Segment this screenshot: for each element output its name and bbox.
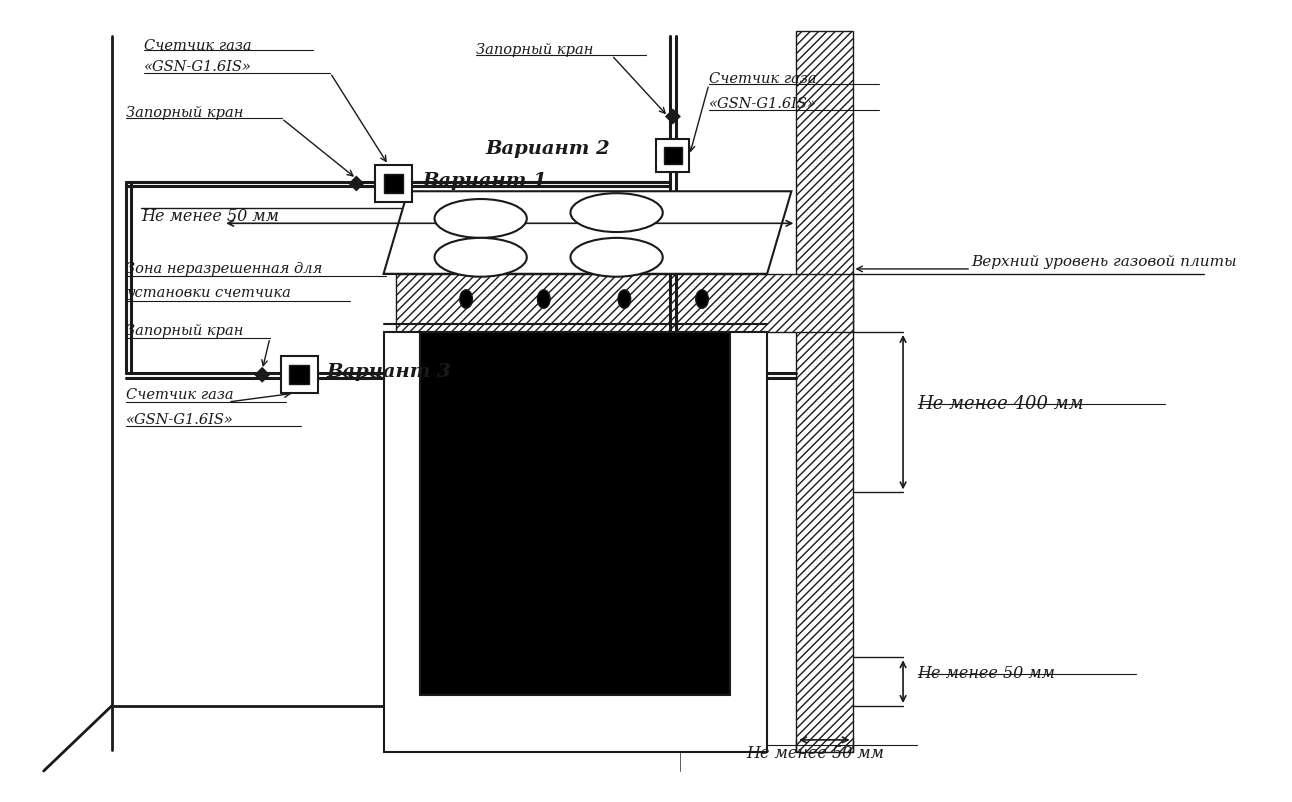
Text: Запорный кран: Запорный кран [127, 324, 244, 338]
Bar [656, 139, 690, 172]
Bar [289, 365, 309, 384]
Ellipse shape [571, 238, 663, 277]
Bar [664, 147, 681, 164]
Ellipse shape [696, 290, 708, 308]
Text: установки счетчика: установки счетчика [127, 286, 291, 301]
Ellipse shape [434, 238, 527, 277]
Bar [375, 165, 412, 202]
Bar [384, 174, 403, 193]
Text: Не менее 50 мм: Не менее 50 мм [141, 208, 279, 225]
Text: Зона неразрешенная для: Зона неразрешенная для [127, 262, 323, 276]
Text: Не менее 50 мм: Не менее 50 мм [917, 666, 1056, 683]
Text: «GSN-G1.6IS»: «GSN-G1.6IS» [127, 413, 234, 427]
Text: Счетчик газа: Счетчик газа [127, 388, 234, 403]
Polygon shape [256, 368, 269, 382]
Text: Не менее 400 мм: Не менее 400 мм [917, 395, 1084, 413]
Text: Не менее 50 мм: Не менее 50 мм [745, 745, 884, 762]
Text: Счетчик газа: Счетчик газа [709, 72, 817, 86]
Polygon shape [350, 176, 363, 190]
Polygon shape [667, 110, 680, 124]
Text: Счетчик газа: Счетчик газа [143, 38, 252, 53]
Text: Запорный кран: Запорный кран [475, 43, 593, 57]
Text: «GSN-G1.6IS»: «GSN-G1.6IS» [143, 60, 252, 74]
Bar [796, 31, 853, 751]
Ellipse shape [571, 193, 663, 232]
Ellipse shape [537, 290, 550, 308]
Text: Вариант 2: Вариант 2 [486, 140, 610, 158]
Ellipse shape [618, 290, 630, 308]
Text: Вариант 3: Вариант 3 [327, 363, 451, 381]
Ellipse shape [460, 290, 473, 308]
Text: Запорный кран: Запорный кран [127, 106, 244, 119]
Text: Вариант 1: Вариант 1 [422, 172, 547, 190]
Bar [384, 332, 767, 751]
Text: Верхний уровень газовой плиты: Верхний уровень газовой плиты [972, 255, 1236, 269]
Polygon shape [384, 191, 792, 273]
Ellipse shape [434, 199, 527, 238]
Bar [420, 332, 730, 695]
Bar [280, 356, 318, 393]
Bar [397, 273, 853, 332]
Text: «GSN-G1.6IS»: «GSN-G1.6IS» [709, 97, 817, 111]
